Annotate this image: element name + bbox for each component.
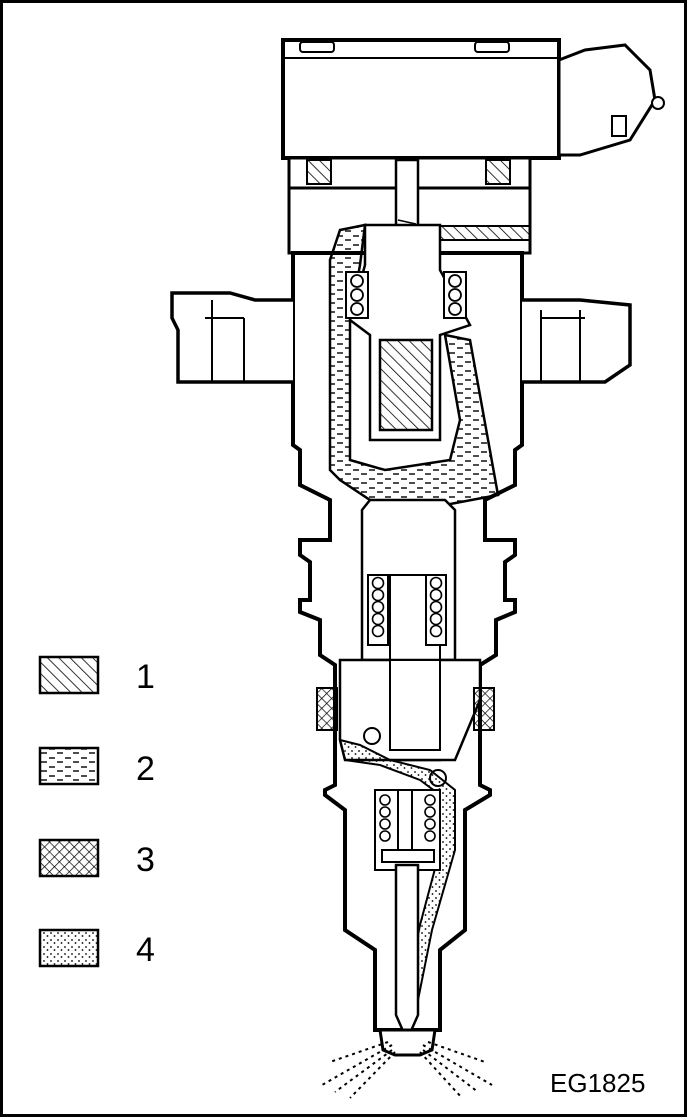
nozzle-spring	[379, 794, 436, 842]
check-ball-upper	[363, 727, 381, 745]
upper-spring-left	[345, 271, 369, 319]
nozzle-tip	[378, 1028, 437, 1057]
plunger-spring-left	[367, 574, 389, 646]
legend-swatch-3	[38, 838, 100, 878]
plunger-spring-right	[425, 574, 447, 646]
electrical-connector	[557, 43, 657, 157]
figure-code: EG1825	[550, 1068, 646, 1098]
legend-swatch-1	[38, 655, 100, 695]
legend	[38, 655, 100, 968]
o-ring-right	[473, 687, 495, 731]
hold-down-ear-right	[522, 298, 632, 384]
head-bolt-right	[474, 41, 510, 53]
seal-plate-left	[306, 159, 332, 185]
upper-spring-right	[443, 271, 467, 319]
legend-label-1: 1	[136, 658, 155, 696]
internal-parts	[316, 223, 495, 1044]
fuel-spray	[321, 1041, 493, 1099]
nozzle-needle	[394, 863, 420, 1044]
legend-label-4: 4	[136, 931, 155, 969]
seal-plate-right	[485, 159, 511, 185]
armature-block	[378, 338, 434, 432]
head-bolt-left	[299, 41, 335, 53]
hold-down-ear-left	[170, 291, 293, 384]
o-ring-left	[316, 687, 338, 731]
legend-label-2: 2	[136, 750, 155, 788]
legend-label-3: 3	[136, 841, 155, 879]
legend-swatch-4	[38, 928, 100, 968]
solenoid-head	[281, 38, 665, 160]
legend-swatch-2	[38, 746, 100, 786]
